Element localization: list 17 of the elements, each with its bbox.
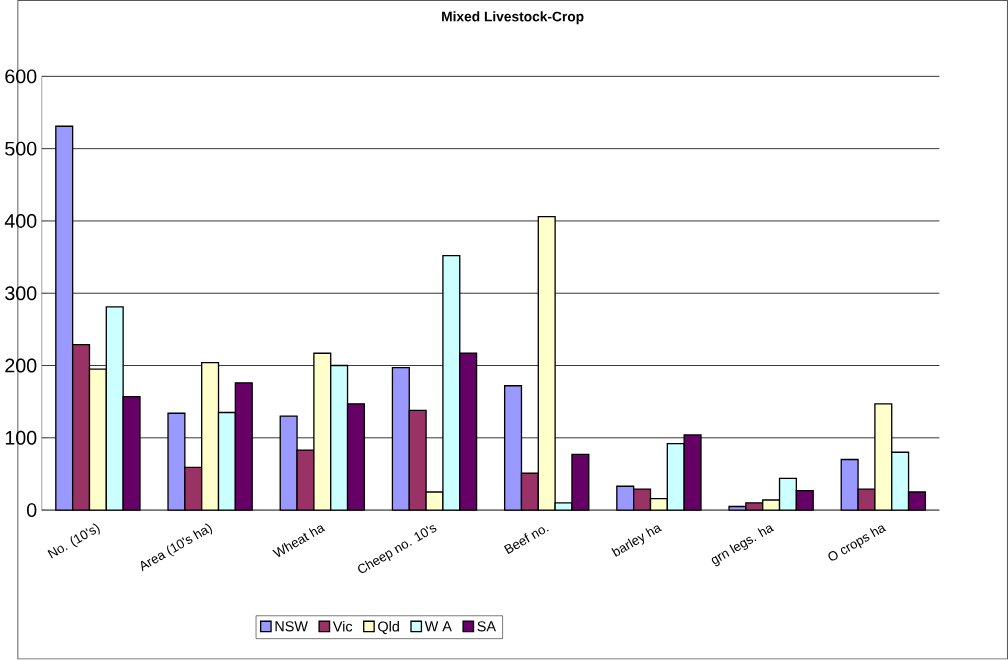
y-tick-label: 200	[5, 358, 37, 373]
y-tick-label: 0	[27, 503, 37, 518]
legend-label: NSW	[275, 621, 308, 632]
legend-label: W A	[424, 621, 452, 632]
x-tick-label: O crops ha	[828, 525, 887, 561]
chart-title: Mixed Livestock-Crop	[442, 11, 584, 25]
y-tick-label: 100	[5, 431, 37, 445]
legend-label: Vic	[332, 621, 353, 632]
y-tick-label: 400	[4, 214, 37, 229]
y-tick-label: 600	[5, 69, 37, 84]
y-tick-label: 500	[5, 141, 37, 156]
x-tick-label: grn legs. ha	[711, 525, 775, 567]
x-tick-label: Area (10's ha)	[140, 523, 212, 572]
legend-label: SA	[477, 621, 496, 632]
y-tick-label: 300	[5, 286, 37, 301]
legend-label: Qld	[378, 621, 399, 635]
x-tick-label: Beef no.	[503, 527, 549, 555]
